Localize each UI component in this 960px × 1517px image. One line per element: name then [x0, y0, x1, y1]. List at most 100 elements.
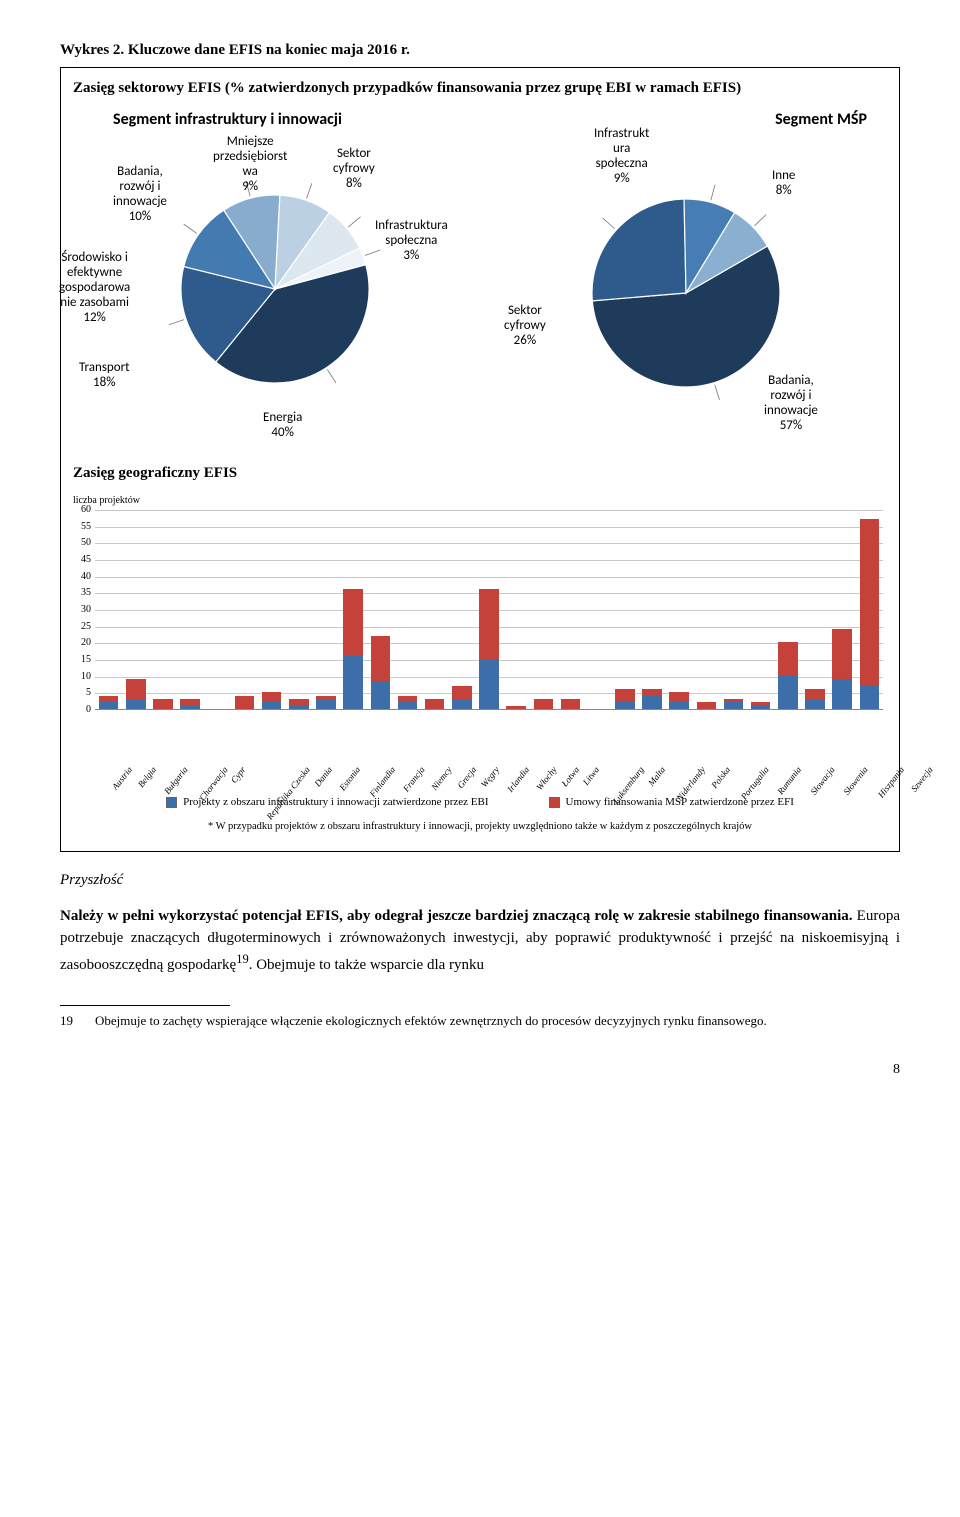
- x-label: Polska: [708, 764, 733, 791]
- y-tick: 55: [73, 520, 91, 534]
- bar-chart: liczba projektów 05101520253035404550556…: [73, 494, 887, 835]
- future-heading: Przyszłość: [60, 870, 900, 892]
- pie-slice-label: Infrastrukt ura społeczna 9%: [594, 127, 649, 187]
- figure-box: Zasięg sektorowy EFIS (% zatwierdzonych …: [60, 67, 900, 852]
- bar-slot: [231, 510, 258, 709]
- legend-blue: Projekty z obszaru infrastruktury i inno…: [166, 795, 488, 810]
- pie-chart-sme: Segment MŚP Badania, rozwój i innowacje …: [484, 109, 887, 439]
- bar-segment-blue: [398, 702, 418, 709]
- bar-slot: [204, 510, 231, 709]
- pie2-heading: Segment MŚP: [484, 109, 887, 131]
- x-label: Hiszpania: [875, 764, 907, 801]
- sector-coverage-title: Zasięg sektorowy EFIS (% zatwierdzonych …: [73, 78, 887, 99]
- bar-segment-red: [99, 696, 119, 703]
- bar-segment-blue: [316, 699, 336, 709]
- footnote-number: 19: [60, 1012, 73, 1030]
- bar-segment-red: [479, 589, 499, 659]
- bar-slot: [503, 510, 530, 709]
- x-label: Słowacja: [807, 764, 837, 798]
- y-tick: 25: [73, 620, 91, 634]
- y-tick: 35: [73, 586, 91, 600]
- pie-slice-label: Badania, rozwój i innowacje 10%: [113, 165, 167, 225]
- pie-slice-label: Badania, rozwój i innowacje 57%: [764, 374, 818, 434]
- pie-slice-label: Inne 8%: [772, 169, 795, 199]
- bar-slot: [666, 510, 693, 709]
- y-tick: 15: [73, 653, 91, 667]
- pie-slice-label: Sektor cyfrowy 26%: [504, 304, 546, 349]
- bar-segment-blue: [126, 699, 146, 709]
- y-tick: 30: [73, 603, 91, 617]
- body-paragraph: Należy w pełni wykorzystać potencjał EFI…: [60, 906, 900, 976]
- bar-segment-blue: [479, 659, 499, 709]
- pie-chart-infrastructure: Segment infrastruktury i innowacji Energ…: [73, 109, 476, 439]
- bar-segment-blue: [262, 702, 282, 709]
- pie-slice-label: Środowisko i efektywne gospodarowa nie z…: [59, 251, 130, 326]
- bar-slot: [394, 510, 421, 709]
- geo-coverage-heading: Zasięg geograficzny EFIS: [73, 463, 887, 484]
- x-label: Dania: [312, 764, 336, 789]
- bar-segment-blue: [615, 702, 635, 709]
- bar-slot: [122, 510, 149, 709]
- bar-slot: [530, 510, 557, 709]
- bar-segment-red: [235, 696, 255, 709]
- x-label: Malta: [645, 764, 668, 789]
- bar-slot: [95, 510, 122, 709]
- x-label: Łotwa: [558, 764, 582, 789]
- bar-slot: [475, 510, 502, 709]
- bar-segment-blue: [343, 656, 363, 709]
- bar-slot: [829, 510, 856, 709]
- bar-segment-red: [452, 686, 472, 699]
- x-label: Republika Czeska: [264, 764, 313, 822]
- bar-segment-red: [398, 696, 418, 703]
- bar-segment-red: [642, 689, 662, 696]
- y-tick: 20: [73, 636, 91, 650]
- x-label: Francja: [400, 764, 428, 795]
- pie-slice-label: Transport 18%: [79, 361, 130, 391]
- x-label: Bułgaria: [161, 764, 191, 797]
- bar-segment-blue: [452, 699, 472, 709]
- pie-slice-label: Energia 40%: [263, 411, 302, 441]
- bar-segment-blue: [669, 702, 689, 709]
- bar-slot: [801, 510, 828, 709]
- future-section: Przyszłość Należy w pełni wykorzystać po…: [60, 870, 900, 977]
- bar-slot: [693, 510, 720, 709]
- bar-segment-blue: [180, 706, 200, 709]
- x-label: Litwa: [580, 764, 603, 788]
- legend-blue-label: Projekty z obszaru infrastruktury i inno…: [183, 795, 488, 810]
- bar-slot: [584, 510, 611, 709]
- bar-legend: Projekty z obszaru infrastruktury i inno…: [73, 795, 887, 810]
- footnote-separator: [60, 1005, 230, 1006]
- bar-segment-red: [561, 699, 581, 709]
- bar-segment-red: [697, 702, 717, 709]
- bar-segment-blue: [860, 686, 880, 709]
- pie-slice: [592, 199, 686, 301]
- bar-chart-footnote: * W przypadku projektów z obszaru infras…: [73, 820, 887, 835]
- x-label: Szwecja: [908, 764, 936, 795]
- footnote-text: Obejmuje to zachęty wspierające włączeni…: [95, 1012, 767, 1030]
- bar-slot: [774, 510, 801, 709]
- bar-segment-red: [832, 629, 852, 679]
- y-tick: 40: [73, 570, 91, 584]
- bar-slot: [747, 510, 774, 709]
- bar-slot: [720, 510, 747, 709]
- pie-slice-label: Infrastruktura społeczna 3%: [375, 219, 448, 264]
- bar-segment-red: [506, 706, 526, 709]
- y-axis-title: liczba projektów: [73, 494, 887, 508]
- bar-segment-blue: [805, 699, 825, 709]
- x-label: Słowenia: [840, 764, 870, 798]
- bar-slot: [448, 510, 475, 709]
- bar-segment-red: [289, 699, 309, 706]
- bar-slot: [340, 510, 367, 709]
- bar-slot: [177, 510, 204, 709]
- bar-segment-red: [126, 679, 146, 699]
- bar-segment-blue: [832, 679, 852, 709]
- x-label: Grecja: [454, 764, 479, 791]
- bar-segment-blue: [99, 702, 119, 709]
- x-label: Cypr: [228, 764, 249, 786]
- bar-segment-red: [778, 642, 798, 675]
- bar-segment-red: [425, 699, 445, 709]
- bar-slot: [638, 510, 665, 709]
- bar-segment-blue: [289, 706, 309, 709]
- bar-slot: [856, 510, 883, 709]
- pie-charts-row: Segment infrastruktury i innowacji Energ…: [73, 109, 887, 439]
